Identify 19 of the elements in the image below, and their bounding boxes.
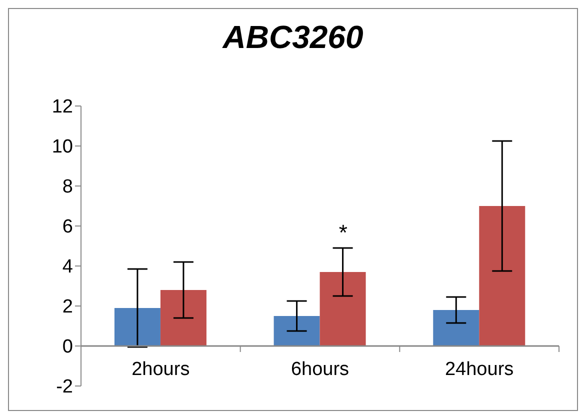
- y-tick-label: 10: [52, 136, 73, 158]
- y-tick-label: 0: [62, 336, 73, 358]
- bar: [479, 206, 526, 346]
- bar: [160, 290, 206, 346]
- bar: [114, 308, 160, 346]
- bar: [320, 272, 366, 346]
- y-tick-label: 4: [62, 256, 74, 278]
- annotation: *: [338, 220, 348, 245]
- y-tick-label: 8: [62, 176, 73, 198]
- x-tick-label: 6hours: [290, 359, 350, 380]
- chart-title: ABC3260: [221, 19, 364, 56]
- x-tick-label: 24hours: [444, 359, 514, 380]
- bar: [433, 310, 480, 346]
- y-tick-label: 12: [52, 96, 73, 118]
- y-tick-label: 2: [62, 296, 73, 318]
- x-tick-label: 2hours: [132, 359, 190, 380]
- bar: [274, 316, 320, 346]
- y-tick-label: -2: [56, 376, 73, 398]
- y-tick-label: 6: [62, 216, 73, 238]
